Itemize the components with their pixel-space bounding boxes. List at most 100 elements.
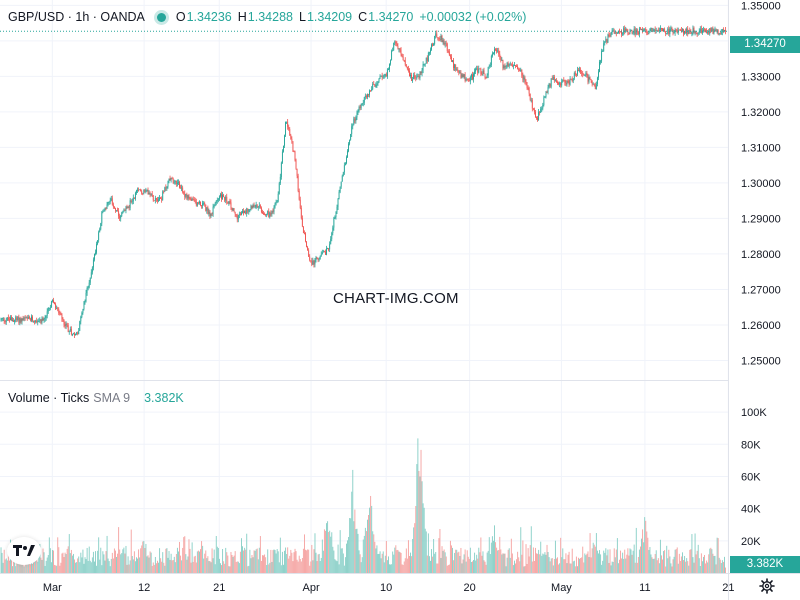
candle-body (52, 300, 53, 302)
volume-bar (180, 555, 182, 573)
volume-bar (355, 529, 357, 573)
candle-body (609, 35, 611, 37)
candle-body (696, 33, 698, 35)
volume-bar (405, 548, 407, 573)
candle-body (186, 194, 188, 199)
symbol-title[interactable]: GBP/USD · 1h · OANDA (8, 10, 145, 24)
candle-body (275, 202, 277, 204)
volume-bar (85, 559, 87, 573)
volume-label[interactable]: Volume · Ticks (8, 391, 90, 405)
candle-body (472, 74, 473, 80)
candle-body (535, 111, 536, 118)
candle-body (615, 32, 617, 34)
volume-bar (178, 551, 179, 573)
candle-body (281, 151, 283, 163)
tradingview-logo-icon[interactable] (7, 537, 41, 565)
volume-bar (548, 557, 550, 573)
candle-body (231, 207, 233, 211)
candle-body (458, 70, 460, 73)
volume-bar (74, 559, 75, 573)
volume-bar (592, 542, 594, 573)
volume-bar (547, 552, 549, 573)
volume-bar (516, 559, 518, 573)
volume-bar (304, 534, 305, 573)
price-tick-label: 1.32000 (741, 107, 781, 119)
volume-bar (545, 554, 547, 573)
candle-body (560, 83, 562, 86)
candle-body (432, 44, 433, 46)
candle-body (539, 112, 541, 114)
volume-bar (475, 560, 477, 573)
volume-bar (715, 564, 717, 573)
volume-bar (587, 551, 589, 573)
volume-bar (363, 535, 365, 573)
candle-body (38, 320, 40, 322)
volume-bar (581, 557, 583, 573)
volume-bar (248, 565, 250, 573)
volume-bar (709, 548, 711, 573)
volume-bar (97, 550, 99, 573)
candle-body (185, 194, 187, 197)
candle-body (382, 76, 384, 78)
volume-bar (655, 550, 657, 573)
candle-body (297, 175, 299, 191)
volume-bar (224, 563, 226, 573)
volume-bar (193, 556, 195, 573)
volume-bar (179, 541, 180, 573)
volume-bar (73, 553, 74, 573)
volume-bar (382, 551, 384, 573)
candle-body (651, 28, 653, 32)
candle-body (642, 28, 643, 32)
candle-body (585, 73, 587, 76)
candle-body (344, 163, 346, 166)
candle-body (256, 204, 258, 208)
market-status-dot-icon[interactable] (156, 12, 166, 22)
price-tick-label: 1.35000 (741, 0, 781, 12)
price-axis-labels[interactable]: 1.25000 1.26000 1.27000 1.28000 1.29000 1.300… (741, 0, 781, 367)
volume-bar (84, 557, 86, 573)
volume-bar (283, 564, 284, 573)
volume-bar (168, 551, 170, 573)
volume-bar (554, 540, 556, 573)
volume-bar (339, 530, 341, 573)
volume-bar (616, 538, 618, 573)
candle-body (304, 233, 305, 234)
candle-body (15, 317, 17, 321)
volume-bar (725, 567, 726, 573)
settings-gear-icon[interactable] (758, 577, 776, 595)
candle-body (671, 28, 673, 31)
volume-bar (705, 563, 707, 573)
volume-bar (577, 566, 578, 573)
volume-bar (686, 558, 688, 573)
volume-bar (525, 544, 527, 573)
volume-bar (415, 505, 417, 573)
candle-body (665, 31, 667, 34)
candle-body (691, 33, 693, 34)
volume-bar (331, 532, 333, 573)
candle-body (396, 43, 398, 47)
candle-body (66, 323, 68, 326)
volume-bar (154, 556, 156, 573)
volume-bar (623, 558, 625, 573)
volume-bar (87, 560, 89, 573)
candle-body (418, 76, 420, 78)
candle-body (12, 320, 13, 321)
volume-bar (631, 554, 633, 573)
time-axis-labels[interactable]: Mar 12 21 Apr 10 20 May 11 21 (43, 582, 735, 594)
volume-bar (287, 547, 289, 573)
candle-body (476, 68, 478, 70)
price-tick-label: 1.33000 (741, 71, 781, 83)
candle-body (123, 210, 125, 212)
volume-bar (514, 560, 515, 573)
candle-body (263, 212, 264, 214)
candle-body (688, 30, 690, 35)
volume-bar (476, 554, 478, 573)
candle-body (474, 71, 475, 74)
volume-bar (195, 562, 197, 573)
volume-axis-labels[interactable]: 20K 40K 60K 80K 100K (741, 407, 767, 548)
volume-bar (316, 561, 318, 573)
candle-body (554, 80, 556, 82)
candle-body (668, 28, 670, 35)
